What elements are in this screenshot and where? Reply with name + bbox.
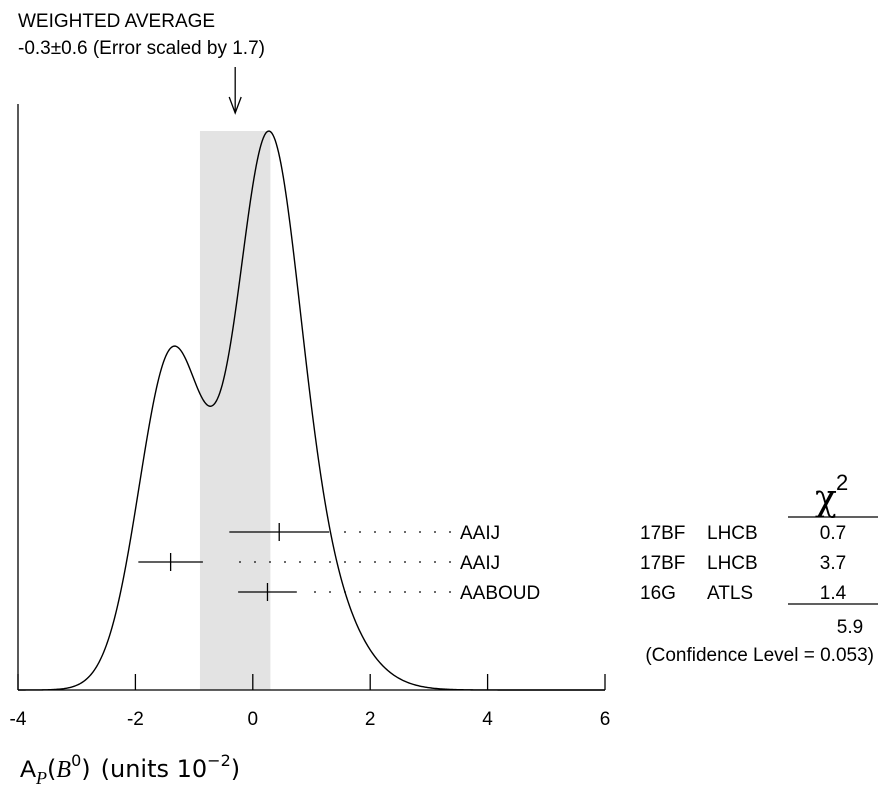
- leader-dot: [374, 591, 376, 593]
- average-error-band: [199, 131, 271, 690]
- leader-dot: [284, 561, 286, 563]
- leader-dot: [314, 591, 316, 593]
- x-tick-label: 4: [482, 709, 493, 730]
- leader-dot: [254, 561, 256, 563]
- x-axis-label: AP(B0) (units 10−2): [20, 751, 240, 788]
- chi2-header-exponent: 2: [836, 470, 848, 495]
- x-tick-label: -2: [127, 709, 144, 730]
- measurement-year: 16G: [640, 583, 676, 604]
- x-axis-ticks: [17, 674, 606, 690]
- measurement-experiment: ATLS: [707, 583, 753, 604]
- leader-dot: [389, 531, 391, 533]
- leader-dot: [389, 591, 391, 593]
- leader-dot: [374, 531, 376, 533]
- chart-subtitle: -0.3±0.6 (Error scaled by 1.7): [18, 38, 265, 59]
- measurement-experiment: LHCB: [707, 523, 758, 544]
- xlabel-open: (: [47, 755, 56, 783]
- measurement-chi2: 3.7: [820, 553, 846, 574]
- x-tick-label: 2: [365, 709, 376, 730]
- leader-dot: [359, 591, 361, 593]
- measurements-group: AAIJ 17BF LHCB 0.7 AAIJ 17BF LHCB 3.7 AABOUD 16G A…: [138, 523, 847, 604]
- measurement-chi2: 0.7: [820, 523, 846, 544]
- xlabel-units-exp: −2: [207, 751, 231, 770]
- average-arrow: [228, 67, 242, 115]
- leader-dot: [299, 561, 301, 563]
- leader-dot: [404, 591, 406, 593]
- leader-dot: [449, 531, 451, 533]
- xlabel-arg-sup: 0: [71, 751, 81, 770]
- xlabel-base: A: [20, 756, 36, 783]
- x-tick-label: 0: [248, 709, 259, 730]
- leader-dot: [329, 591, 331, 593]
- xlabel-close: ): [81, 755, 90, 783]
- xlabel-arg: B: [56, 757, 71, 783]
- leader-dot: [239, 561, 241, 563]
- leader-dot: [404, 531, 406, 533]
- xlabel-sub: P: [35, 768, 47, 788]
- measurement-year: 17BF: [640, 553, 685, 574]
- measurement-name: AABOUD: [460, 583, 540, 604]
- measurement-year: 17BF: [640, 523, 685, 544]
- leader-dot: [434, 531, 436, 533]
- xlabel-units-close: ): [231, 755, 240, 783]
- x-tick-label: 6: [600, 709, 611, 730]
- chi2-total: 5.9: [837, 617, 863, 638]
- leader-dot: [314, 561, 316, 563]
- confidence-level: (Confidence Level = 0.053): [645, 645, 874, 666]
- chart-title: WEIGHTED AVERAGE: [18, 11, 215, 32]
- ideogram-curve: [17, 130, 605, 691]
- leader-dot: [359, 561, 361, 563]
- chi2-header: χ: [815, 478, 837, 519]
- leader-dot: [449, 561, 451, 563]
- leader-dot: [329, 561, 331, 563]
- measurement-chi2: 1.4: [820, 583, 847, 604]
- measurement-name: AAIJ: [460, 553, 500, 574]
- leader-dot: [269, 561, 271, 563]
- xlabel-units: (units 10: [101, 755, 208, 783]
- x-tick-label: -4: [10, 709, 27, 730]
- leader-dot: [419, 561, 421, 563]
- leader-dot: [359, 531, 361, 533]
- leader-dot: [389, 561, 391, 563]
- leader-dot: [344, 531, 346, 533]
- measurement-experiment: LHCB: [707, 553, 758, 574]
- leader-dot: [374, 561, 376, 563]
- leader-dot: [344, 561, 346, 563]
- leader-dot: [449, 591, 451, 593]
- leader-dot: [404, 561, 406, 563]
- x-axis-tick-labels: -4 -2 0 2 4 6: [10, 709, 611, 730]
- leader-dot: [419, 591, 421, 593]
- leader-dot: [419, 531, 421, 533]
- leader-dot: [434, 591, 436, 593]
- leader-dot: [434, 561, 436, 563]
- measurement-name: AAIJ: [460, 523, 500, 544]
- leader-dot: [344, 591, 346, 593]
